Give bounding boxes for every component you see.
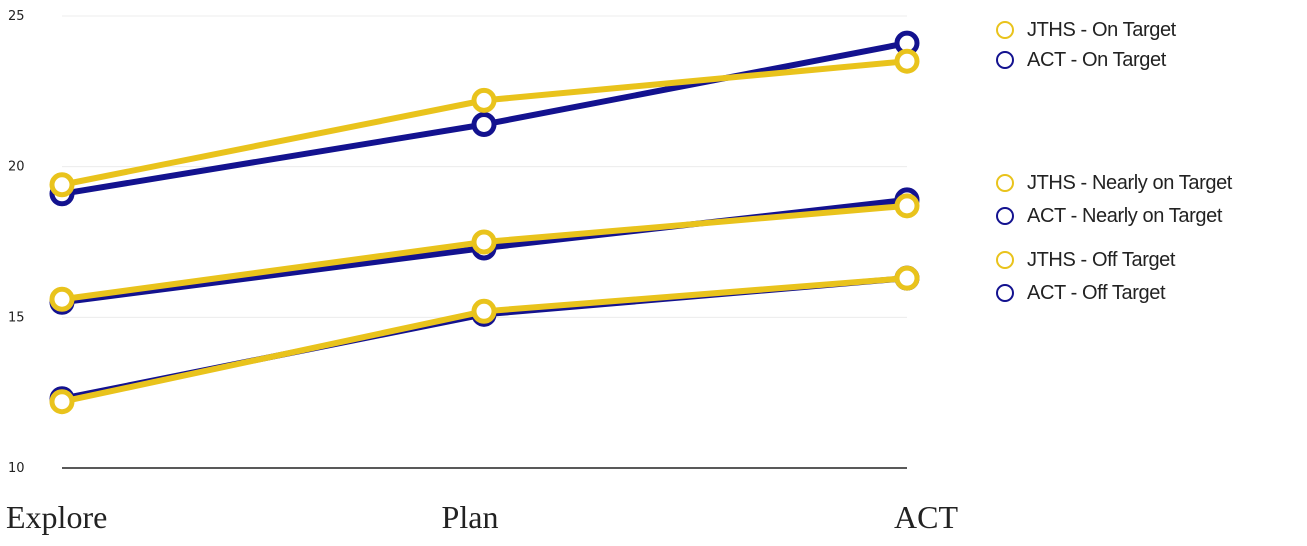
legend-circle-icon <box>996 284 1014 302</box>
legend-label: ACT - Off Target <box>1027 281 1166 304</box>
y-tick-label: 15 <box>8 310 25 325</box>
data-point <box>49 389 75 415</box>
x-category-label: ACT <box>894 499 958 535</box>
legend-circle-icon <box>996 51 1014 69</box>
legend-label: JTHS - Off Target <box>1027 248 1176 271</box>
data-point <box>471 229 497 255</box>
series-line <box>59 275 910 405</box>
y-tick-label: 10 <box>8 461 25 476</box>
legend-label: ACT - On Target <box>1027 48 1166 71</box>
y-tick-label: 25 <box>8 9 25 24</box>
legend-item-jths-off-target: JTHS - Off Target <box>996 247 1175 273</box>
legend-item-act-off-target: ACT - Off Target <box>996 280 1166 306</box>
legend-item-act-on-target: ACT - On Target <box>996 47 1166 73</box>
y-tick-label: 20 <box>8 160 25 175</box>
legend-circle-icon <box>996 207 1014 225</box>
data-point <box>471 298 497 324</box>
legend-label: ACT - Nearly on Target <box>1027 204 1222 227</box>
data-point <box>49 286 75 312</box>
data-point <box>894 265 920 291</box>
data-point <box>894 48 920 74</box>
legend-label: JTHS - Nearly on Target <box>1027 171 1232 194</box>
series-jths-off-target <box>49 265 920 415</box>
x-category-label: Plan <box>442 499 499 535</box>
data-point <box>471 111 497 137</box>
data-point <box>49 172 75 198</box>
legend-label: JTHS - On Target <box>1027 18 1176 41</box>
series-jths-nearly-on-target <box>49 193 920 312</box>
legend-circle-icon <box>996 174 1014 192</box>
legend-item-act-nearly-on-target: ACT - Nearly on Target <box>996 203 1222 229</box>
data-point <box>471 87 497 113</box>
series-act-on-target <box>49 30 920 207</box>
legend-item-jths-on-target: JTHS - On Target <box>996 17 1176 43</box>
x-axis-categories: Explore Plan ACT <box>6 499 958 535</box>
legend-circle-icon <box>996 251 1014 269</box>
data-point <box>894 193 920 219</box>
x-category-label: Explore <box>6 499 107 535</box>
legend-item-jths-nearly-on-target: JTHS - Nearly on Target <box>996 170 1232 196</box>
grid-lines <box>62 15 907 469</box>
series-jths-on-target <box>49 48 920 198</box>
y-axis-ticks: 10 15 20 25 <box>8 9 25 476</box>
series-lines <box>49 30 920 415</box>
series-line <box>59 275 910 402</box>
legend-circle-icon <box>996 21 1014 39</box>
chart-legend: JTHS - On Target ACT - On Target JTHS - … <box>996 0 1301 320</box>
line-chart: 10 15 20 25 Explore Plan ACT <box>6 9 958 535</box>
